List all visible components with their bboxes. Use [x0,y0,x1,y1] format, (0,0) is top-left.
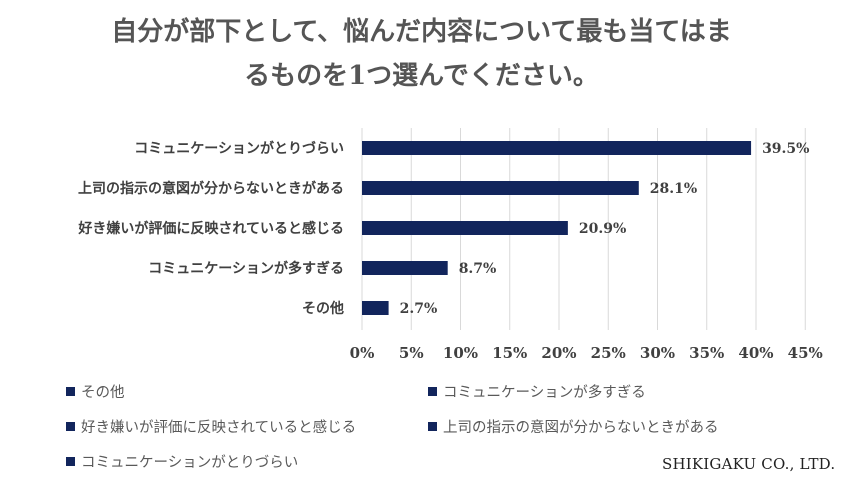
x-tick-label: 45% [788,344,823,362]
bar [362,301,389,315]
legend-label: 好き嫌いが評価に反映されていると感じる [81,420,357,436]
legend-label: コミュニケーションが多すぎる [443,385,646,401]
x-tick-label: 15% [492,344,527,362]
company-name: SHIKIGAKU CO., LTD. [662,455,836,473]
category-labels: コミュニケーションがとりづらい上司の指示の意図が分からないときがある好き嫌いが評… [77,140,344,317]
category-label: 上司の指示の意図が分からないときがある [78,180,344,197]
value-labels: 39.5% 28.1% 20.9% 8.7% 2.7% [400,141,810,317]
legend-swatch [428,422,437,431]
bar [362,221,568,235]
category-label: コミュニケーションが多すぎる [148,260,344,277]
legend-label: その他 [81,385,125,401]
x-tick-label: 5% [399,344,424,362]
bar [362,261,448,275]
category-label: 好き嫌いが評価に反映されていると感じる [77,220,344,237]
data-label: 8.7% [459,261,497,277]
data-label: 39.5% [762,141,809,157]
x-tick-label: 10% [443,344,478,362]
legend-swatch [66,387,75,396]
legend-label: 上司の指示の意図が分からないときがある [443,420,719,436]
x-axis-tick-labels: 0% 5% 10% 15% 20% 25% 30% 35% 40% 45% [350,344,823,362]
legend-item: コミュニケーションがとりづらい [66,451,298,472]
chart-title: 自分が部下として、悩んだ内容について最も当てはま るものを1つ選んでください。 [0,10,843,98]
data-label: 2.7% [400,301,438,317]
x-tick-label: 40% [738,344,773,362]
legend-item: 好き嫌いが評価に反映されていると感じる [66,416,356,437]
legend-swatch [428,387,437,396]
legend-swatch [66,457,75,466]
data-label: 28.1% [650,181,697,197]
x-tick-label: 0% [350,344,375,362]
x-tick-label: 20% [541,344,576,362]
legend-label: コミュニケーションがとりづらい [81,455,299,471]
bar [362,181,639,195]
category-label: その他 [302,300,344,317]
bars [362,141,752,315]
legend-swatch [66,422,75,431]
legend-item: 上司の指示の意図が分からないときがある [428,416,719,437]
legend-item: コミュニケーションが多すぎる [428,381,646,402]
chart-title-line-2: るものを1つ選んでください。 [244,61,599,91]
x-tick-label: 30% [640,344,675,362]
x-tick-label: 35% [689,344,724,362]
bar [362,141,752,155]
chart-title-line-1: 自分が部下として、悩んだ内容について最も当てはま [111,17,732,47]
legend-item: その他 [66,381,125,402]
x-tick-label: 25% [591,344,626,362]
category-label: コミュニケーションがとりづらい [134,140,344,157]
data-label: 20.9% [579,221,626,237]
